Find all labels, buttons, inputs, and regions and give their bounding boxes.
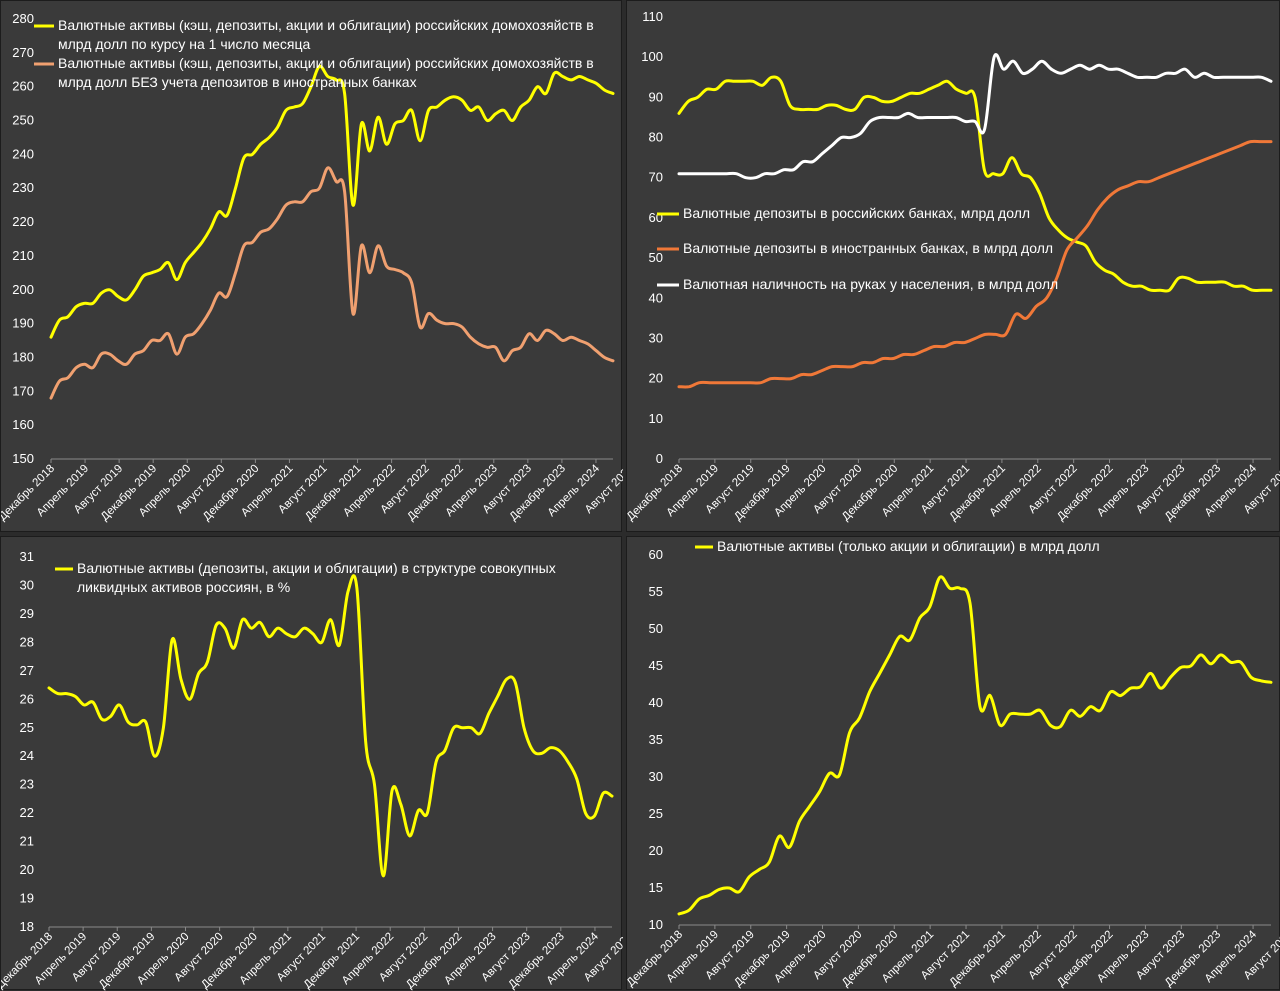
chart-3-svg: 18 19 20 21 22 23 24 25 26 27 28 29 30 31 Декабрь 2018… [1,549,623,991]
y-tick-label: 100 [641,49,663,64]
y-tick-label: 20 [649,371,663,386]
chart-1-svg: 150 160 170 180 190 200 210 220 230 240 250 260 270 2… [1,11,623,524]
y-tick-label: 35 [649,732,663,747]
y-tick-label: 30 [649,330,663,345]
y-tick-label: 50 [649,250,663,265]
y-tick-label: 190 [12,316,34,331]
y-tick-label: 45 [649,658,663,673]
series-line-1 [49,64,615,339]
legend-label-2: млрд долл БЕЗ учета депозитов в иностран… [58,74,417,90]
y-tick-label: 230 [12,180,34,195]
legend-label-1: Валютные активы (только акции и облигаци… [717,538,1100,554]
legend-label-2: Валютные активы (кэш, депозиты, акции и … [58,55,594,71]
chart-panel-1: 150 160 170 180 190 200 210 220 230 240 250 260 270 2… [0,0,623,532]
y-tick-label: 180 [12,349,34,364]
y-tick-label: 40 [649,290,663,305]
y-tick-label: 240 [12,146,34,161]
y-tick-label: 50 [649,621,663,636]
chart-panel-4: 10 15 20 25 30 35 40 45 50 55 60 Декабрь 2018 Апрель… [626,536,1280,990]
series-line-1 [47,574,614,878]
series-line-3 [677,53,1273,180]
y-tick-label: 60 [649,210,663,225]
series-line-1 [677,75,1273,293]
y-tick-label: 18 [20,919,34,934]
chart-panel-2: 0 10 20 30 40 50 60 70 80 90 100 110 Декабрь 2018 Апр… [626,0,1280,532]
y-tick-label: 22 [20,805,34,820]
y-tick-label: 250 [12,113,34,128]
legend-label-1: Валютные депозиты в российских банках, м… [683,205,1030,221]
legend-label-1: млрд долл по курсу на 1 число месяца [58,36,310,52]
y-tick-label: 270 [12,45,34,60]
y-tick-label: 24 [20,748,34,763]
series-line-1 [677,575,1273,916]
legend-label-1: ликвидных активов россиян, в % [77,579,290,595]
y-tick-label: 260 [12,79,34,94]
y-tick-label: 280 [12,11,34,26]
legend-label-2: Валютные депозиты в иностранных банках, … [683,240,1053,256]
y-tick-label: 23 [20,777,34,792]
y-tick-label: 80 [649,130,663,145]
y-tick-label: 60 [649,547,663,562]
series-line-2 [49,166,615,400]
series-line-2 [677,139,1273,389]
y-tick-label: 220 [12,214,34,229]
y-tick-label: 31 [20,549,34,564]
y-tick-label: 29 [20,606,34,621]
legend-label-1: Валютные активы (кэш, депозиты, акции и … [58,17,594,33]
y-tick-label: 15 [649,880,663,895]
y-tick-label: 0 [656,451,663,466]
y-tick-label: 10 [649,917,663,932]
y-tick-label: 170 [12,383,34,398]
y-tick-label: 90 [649,89,663,104]
y-tick-label: 20 [20,862,34,877]
x-tick-label: Декабрь 2018 [1,463,57,524]
y-tick-label: 21 [20,834,34,849]
y-tick-label: 70 [649,170,663,185]
y-tick-label: 28 [20,634,34,649]
y-tick-label: 110 [642,9,663,24]
y-tick-label: 150 [12,451,34,466]
legend-label-1: Валютные активы (депозиты, акции и облиг… [77,560,556,576]
y-tick-label: 55 [649,584,663,599]
y-tick-label: 160 [12,417,34,432]
chart-panel-3: 18 19 20 21 22 23 24 25 26 27 28 29 30 31 Декабрь 2018… [0,536,623,991]
y-tick-label: 25 [649,806,663,821]
legend-label-3: Валютная наличность на руках у населения… [683,276,1058,292]
y-tick-label: 25 [20,720,34,735]
y-tick-label: 10 [649,411,663,426]
y-tick-label: 30 [649,769,663,784]
y-tick-label: 210 [12,248,34,263]
y-tick-label: 200 [12,282,34,297]
y-tick-label: 30 [20,577,34,592]
y-tick-label: 26 [20,691,34,706]
y-tick-label: 27 [20,663,34,678]
x-tick-label: Декабрь 2018 [1,931,55,991]
y-tick-label: 40 [649,695,663,710]
y-tick-label: 19 [20,891,34,906]
y-tick-label: 20 [649,843,663,858]
